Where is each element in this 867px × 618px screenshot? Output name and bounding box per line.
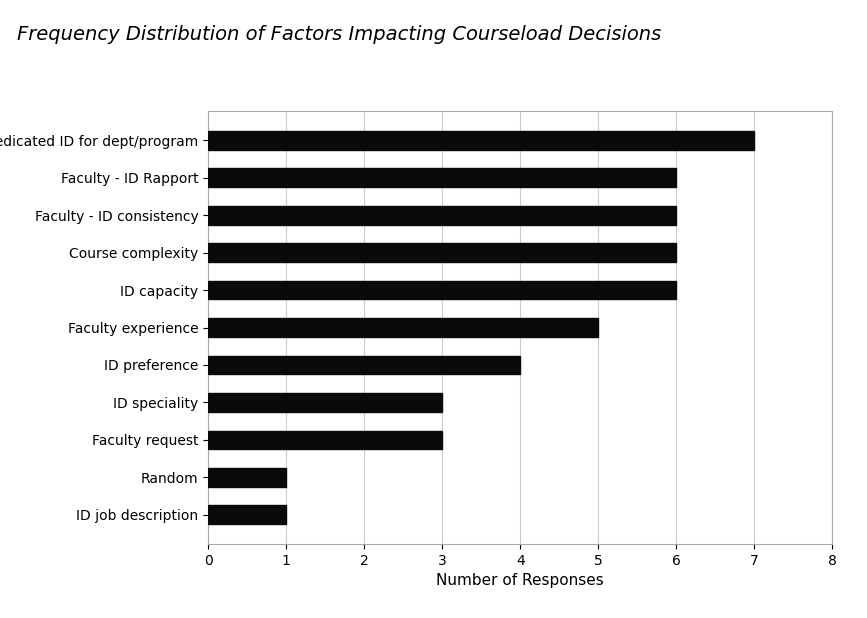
Bar [208, 355, 520, 375]
Bar [208, 206, 676, 224]
Bar [208, 131, 754, 150]
Bar [208, 431, 442, 449]
X-axis label: Number of Responses: Number of Responses [436, 573, 604, 588]
Bar [208, 468, 286, 487]
Text: Frequency Distribution of Factors Impacting Courseload Decisions: Frequency Distribution of Factors Impact… [17, 25, 662, 44]
Bar [208, 168, 676, 187]
Bar [208, 243, 676, 262]
Bar [208, 506, 286, 524]
Bar [208, 318, 598, 337]
Bar [208, 393, 442, 412]
Bar [208, 281, 676, 300]
